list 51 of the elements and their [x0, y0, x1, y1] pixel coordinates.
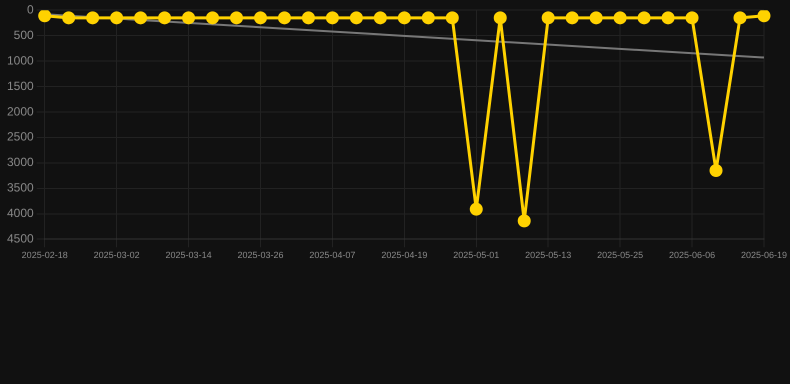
- point: [662, 11, 675, 24]
- point: [398, 11, 411, 24]
- point: [134, 11, 148, 24]
- point: [734, 11, 747, 24]
- x-tick-label: 2025-05-13: [525, 250, 572, 260]
- x-tick-label: 2025-03-02: [94, 250, 140, 260]
- point: [374, 11, 387, 24]
- point: [686, 11, 699, 24]
- y-tick-label: 2500: [6, 130, 34, 144]
- point: [638, 11, 651, 24]
- y-tick-label: 1000: [6, 53, 34, 68]
- point: [494, 11, 507, 24]
- y-tick-label: 4500: [6, 232, 34, 246]
- x-tick-label: 2025-04-19: [381, 250, 428, 260]
- x-tick-label: 2025-02-18: [22, 250, 68, 260]
- point: [518, 214, 531, 228]
- x-tick-label: 2025-06-06: [669, 250, 716, 260]
- point: [542, 11, 555, 24]
- point: [182, 11, 196, 24]
- y-tick-label: 3000: [6, 155, 34, 170]
- x-tick-label: 2025-05-01: [453, 250, 500, 260]
- point: [86, 11, 100, 24]
- point: [710, 164, 723, 177]
- point: [470, 202, 483, 216]
- point: [62, 11, 76, 24]
- point: [446, 11, 459, 24]
- point: [590, 11, 603, 24]
- point: [350, 11, 363, 24]
- point: [206, 11, 220, 24]
- point: [278, 11, 291, 24]
- point: [302, 11, 315, 24]
- point: [326, 11, 339, 24]
- point: [254, 11, 267, 24]
- point: [614, 11, 627, 24]
- x-tick-label: 2025-05-25: [597, 250, 644, 260]
- point: [422, 11, 435, 24]
- x-tick-label: 2025-03-26: [237, 250, 284, 260]
- point: [230, 11, 244, 24]
- x-tick-label: 2025-06-19: [740, 250, 788, 260]
- point: [757, 10, 770, 22]
- y-tick-label: 1500: [6, 78, 34, 93]
- point: [566, 11, 579, 24]
- point: [110, 11, 124, 24]
- x-tick-label: 2025-03-14: [166, 250, 212, 260]
- y-tick-label: 2000: [6, 104, 34, 118]
- x-tick-label: 2025-04-07: [309, 250, 356, 260]
- y-tick-label: 3500: [6, 180, 34, 195]
- y-tick-label: 0: [27, 2, 34, 17]
- point: [158, 11, 172, 24]
- y-tick-label: 4000: [6, 206, 34, 220]
- y-tick-label: 500: [14, 28, 34, 42]
